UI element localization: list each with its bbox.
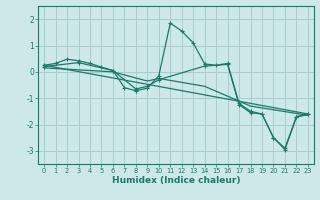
X-axis label: Humidex (Indice chaleur): Humidex (Indice chaleur) <box>112 176 240 185</box>
